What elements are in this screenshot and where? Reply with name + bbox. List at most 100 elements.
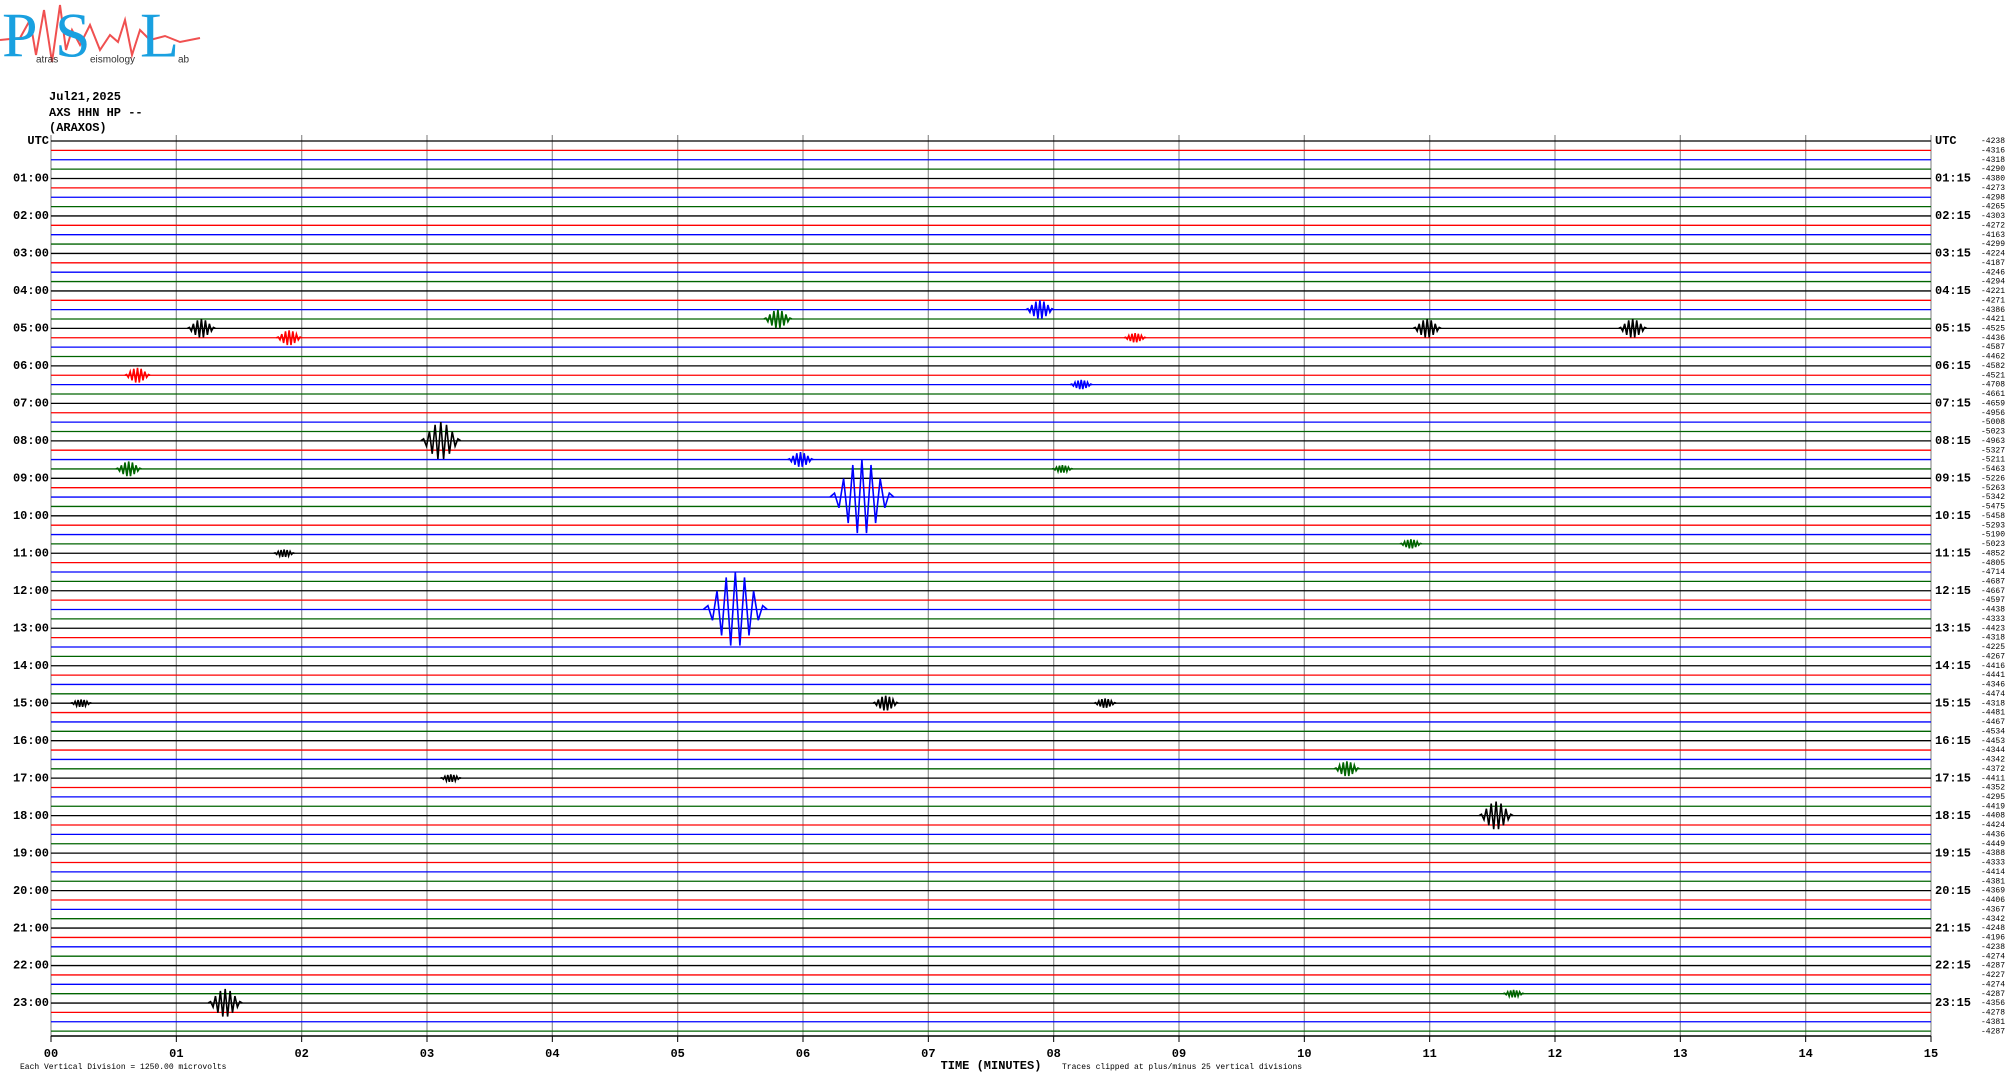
x-tick-label: 15 <box>1924 1047 1938 1061</box>
x-tick-label: 04 <box>545 1047 559 1061</box>
seismic-event <box>872 695 899 711</box>
row-time-start: 22:00 <box>13 959 49 973</box>
offset-label: -4367 <box>1981 905 2005 914</box>
offset-label: -4318 <box>1981 699 2005 708</box>
row-time-start: 16:00 <box>13 734 49 748</box>
row-time-start: 07:00 <box>13 397 49 411</box>
offset-label: -4534 <box>1981 727 2005 736</box>
seismic-event <box>1478 801 1514 830</box>
offset-label: -4287 <box>1981 1027 2005 1036</box>
row-time-end: 10:15 <box>1935 509 1971 523</box>
offset-label: -5226 <box>1981 474 2005 483</box>
offset-label: -4667 <box>1981 587 2005 596</box>
row-time-end: 08:15 <box>1935 434 1971 448</box>
offset-label: -5023 <box>1981 428 2005 437</box>
offset-label: -4956 <box>1981 409 2005 418</box>
offset-label: -4805 <box>1981 559 2005 568</box>
offset-label: -4421 <box>1981 315 2005 324</box>
offset-label: -4221 <box>1981 287 2005 296</box>
row-time-end: 15:15 <box>1935 696 1971 710</box>
logo-word: ab <box>178 55 190 66</box>
offset-label: -4318 <box>1981 156 2005 165</box>
seismic-event <box>273 549 295 559</box>
row-time-start: 08:00 <box>13 434 49 448</box>
offset-label: -4381 <box>1981 877 2005 886</box>
x-tick-label: 14 <box>1798 1047 1812 1061</box>
offset-label: -4265 <box>1981 203 2005 212</box>
offset-label: -4271 <box>1981 296 2005 305</box>
row-time-start: 18:00 <box>13 809 49 823</box>
offset-label: -4474 <box>1981 690 2005 699</box>
offset-label: -4352 <box>1981 784 2005 793</box>
row-time-start: 12:00 <box>13 584 49 598</box>
seismic-event <box>829 459 895 534</box>
offset-label: -4272 <box>1981 221 2005 230</box>
offset-label: -4388 <box>1981 849 2005 858</box>
x-tick-label: 09 <box>1172 1047 1186 1061</box>
offset-label: -4287 <box>1981 990 2005 999</box>
offset-label: -4346 <box>1981 681 2005 690</box>
x-tick-label: 06 <box>796 1047 810 1061</box>
offset-label: -4238 <box>1981 943 2005 952</box>
seismic-event <box>1502 989 1525 1000</box>
offset-label: -4406 <box>1981 896 2005 905</box>
x-axis-label: TIME (MINUTES) <box>941 1059 1042 1073</box>
row-time-start: 02:00 <box>13 209 49 223</box>
seismic-event <box>1051 465 1073 475</box>
row-time-start: 13:00 <box>13 621 49 635</box>
row-time-start: UTC <box>27 134 49 148</box>
row-time-start: 09:00 <box>13 471 49 485</box>
seismic-event <box>1123 332 1147 343</box>
offset-label: -4419 <box>1981 802 2005 811</box>
row-time-end: 22:15 <box>1935 959 1971 973</box>
offset-label: -4295 <box>1981 793 2005 802</box>
offset-label: -5342 <box>1981 493 2005 502</box>
seismic-event <box>1025 300 1055 319</box>
offset-label: -4248 <box>1981 924 2005 933</box>
seismic-event <box>702 571 768 646</box>
offset-label: -4299 <box>1981 240 2005 249</box>
offset-label: -4963 <box>1981 437 2005 446</box>
row-time-start: 14:00 <box>13 659 49 673</box>
offset-label: -4708 <box>1981 381 2005 390</box>
row-time-start: 03:00 <box>13 247 49 261</box>
seismic-event <box>275 330 303 346</box>
seismic-event <box>1333 761 1361 777</box>
row-time-end: 03:15 <box>1935 247 1971 261</box>
offset-label: -4467 <box>1981 718 2005 727</box>
offset-label: -4227 <box>1981 971 2005 980</box>
offset-label: -4342 <box>1981 915 2005 924</box>
offset-label: -4453 <box>1981 737 2005 746</box>
offset-label: -4852 <box>1981 549 2005 558</box>
offset-label: -4386 <box>1981 306 2005 315</box>
row-time-end: 11:15 <box>1935 546 1971 560</box>
row-time-start: 20:00 <box>13 884 49 898</box>
offset-label: -4449 <box>1981 840 2005 849</box>
offset-label: -5023 <box>1981 540 2005 549</box>
offset-label: -4333 <box>1981 615 2005 624</box>
seismic-event <box>440 774 462 784</box>
footnote-right: Traces clipped at plus/minus 25 vertical… <box>1062 1063 1302 1072</box>
x-tick-label: 08 <box>1046 1047 1060 1061</box>
offset-label: -4423 <box>1981 624 2005 633</box>
offset-label: -5327 <box>1981 446 2005 455</box>
row-time-start: 01:00 <box>13 172 49 186</box>
row-time-start: 23:00 <box>13 996 49 1010</box>
row-time-end: 20:15 <box>1935 884 1971 898</box>
offset-label: -4333 <box>1981 859 2005 868</box>
offset-label: -4187 <box>1981 259 2005 268</box>
seismic-event <box>115 461 142 477</box>
logo-letter: S <box>55 0 91 71</box>
x-tick-label: 01 <box>169 1047 183 1061</box>
x-tick-label: 10 <box>1297 1047 1311 1061</box>
date: Jul21,2025 <box>49 90 121 104</box>
offset-label: -4411 <box>1981 774 2005 783</box>
offset-label: -4274 <box>1981 952 2005 961</box>
offset-label: -4372 <box>1981 765 2005 774</box>
row-time-end: 17:15 <box>1935 771 1971 785</box>
seismic-event <box>207 988 243 1017</box>
row-time-end: 07:15 <box>1935 397 1971 411</box>
offset-label: -4316 <box>1981 146 2005 155</box>
offset-label: -4521 <box>1981 371 2005 380</box>
